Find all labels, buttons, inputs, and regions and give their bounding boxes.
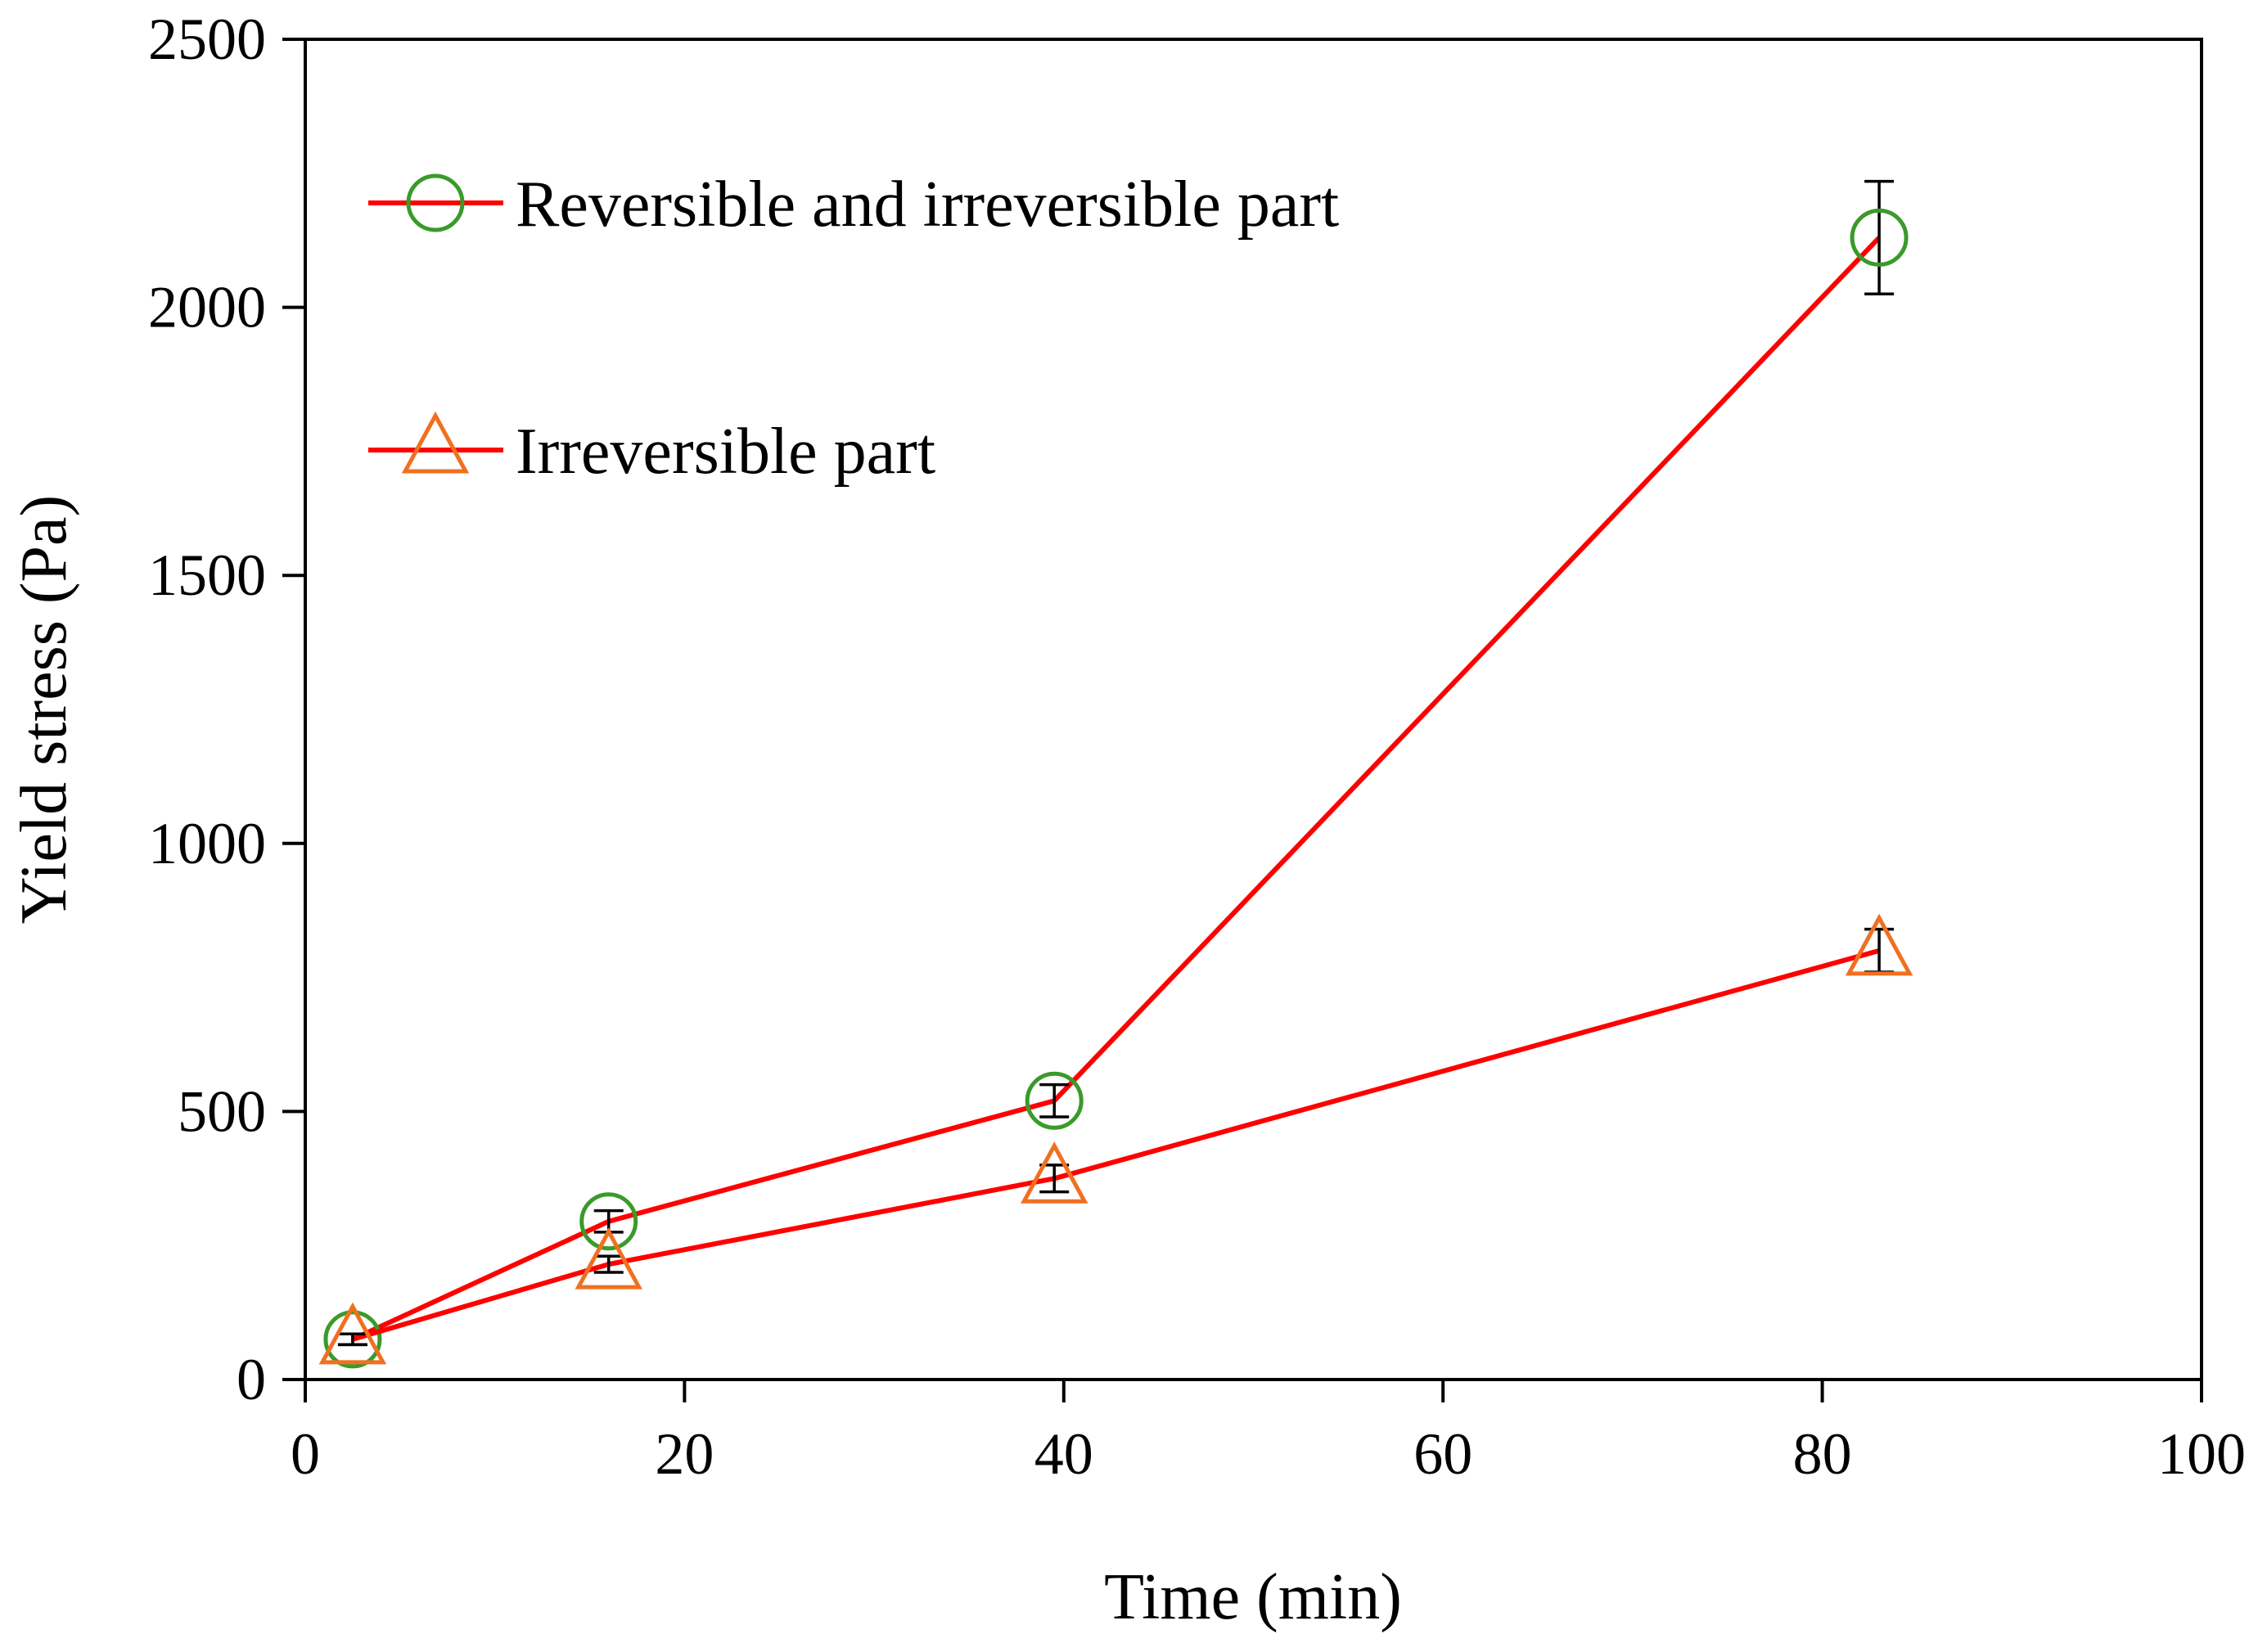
series-line (352, 948, 1880, 1342)
x-axis-title: Time (min) (1104, 1561, 1402, 1633)
data-point (323, 1310, 382, 1369)
y-tick-label: 2000 (148, 275, 266, 340)
data-point (1021, 1141, 1088, 1204)
x-tick-label: 20 (655, 1421, 714, 1487)
data-point (1025, 1071, 1084, 1130)
x-tick-label: 60 (1413, 1421, 1472, 1487)
data-point (1850, 208, 1909, 267)
plot-frame (304, 38, 2203, 1381)
legend-entry-1: Reversible and irreversible part (368, 169, 1339, 241)
legend-entry-2: Irreversible part (368, 411, 935, 488)
legend-label: Reversible and irreversible part (516, 169, 1339, 241)
x-tick-label: 0 (291, 1421, 320, 1487)
series-2 (318, 913, 1913, 1365)
y-tick-label: 1500 (148, 542, 266, 608)
legend: Reversible and irreversible part Irrevers… (368, 169, 1339, 488)
data-point (318, 1302, 387, 1365)
series-line (351, 236, 1882, 1342)
legend-marker (401, 411, 470, 474)
data-point (1845, 913, 1913, 976)
y-tick-label: 0 (237, 1347, 266, 1412)
series-layer (318, 179, 1913, 1369)
series-1 (323, 179, 1909, 1369)
x-tick-label: 100 (2157, 1421, 2246, 1487)
y-tick-label: 2500 (148, 7, 266, 72)
data-point (579, 1192, 638, 1251)
data-point (575, 1227, 642, 1290)
legend-label: Irreversible part (516, 416, 935, 488)
legend-marker (406, 173, 465, 232)
x-tick-label: 40 (1034, 1421, 1093, 1487)
x-tick-label: 80 (1793, 1421, 1852, 1487)
y-tick-label: 500 (178, 1078, 266, 1144)
y-tick-label: 1000 (148, 811, 266, 876)
y-axis-title: Yield stress (Pa) (8, 495, 80, 924)
